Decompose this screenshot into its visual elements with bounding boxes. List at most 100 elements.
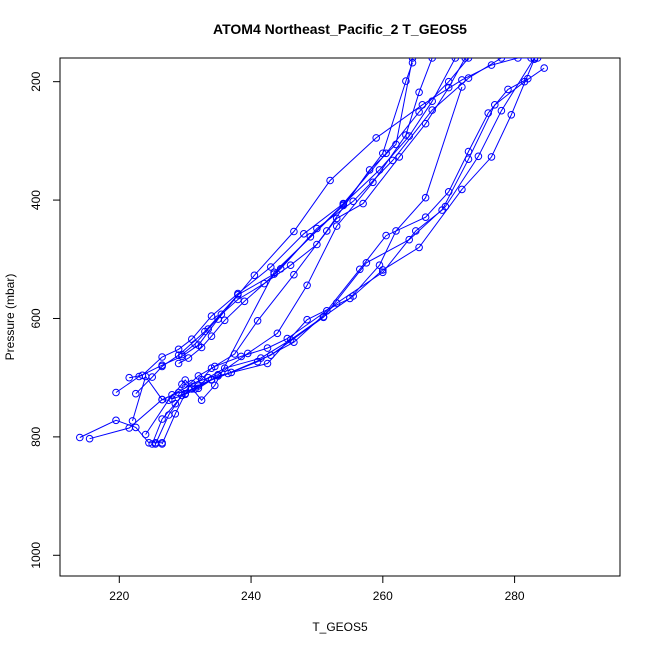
data-point: [112, 416, 120, 425]
y-tick-label: 400: [29, 190, 43, 210]
data-point: [491, 101, 499, 109]
data-point: [188, 379, 196, 388]
y-axis: 200 400 600 800 1000: [29, 71, 61, 569]
data-point: [349, 197, 358, 206]
series-4: [128, 58, 417, 425]
data-point: [464, 74, 473, 82]
series-line: [129, 58, 469, 379]
data-point: [497, 106, 506, 115]
y-tick-label: 200: [29, 71, 43, 91]
data-point: [207, 376, 216, 384]
x-tick-label: 280: [505, 589, 525, 603]
data-point: [530, 58, 539, 63]
data-point: [128, 417, 137, 425]
data-point: [194, 372, 203, 380]
data-point: [392, 227, 400, 235]
data-point: [174, 345, 183, 354]
data-point: [181, 376, 189, 384]
data-point: [444, 83, 453, 92]
data-point: [362, 259, 371, 267]
data-point: [197, 396, 206, 405]
data-point: [349, 292, 358, 300]
data-point: [421, 193, 430, 202]
data-point: [263, 344, 272, 352]
data-point: [290, 338, 298, 347]
x-tick-label: 260: [373, 589, 393, 603]
data-point: [412, 227, 420, 235]
data-point: [438, 206, 446, 214]
data-point: [323, 307, 331, 315]
data-point: [356, 265, 364, 274]
data-point: [458, 83, 466, 91]
data-point: [451, 58, 460, 62]
data-point: [217, 310, 226, 319]
data-point: [158, 415, 166, 423]
data-point: [224, 369, 232, 378]
data-point: [504, 85, 512, 94]
data-point: [507, 111, 516, 119]
data-point: [76, 433, 84, 442]
data-point: [138, 371, 147, 380]
data-point: [207, 332, 216, 341]
data-point: [461, 58, 469, 62]
data-point: [112, 388, 120, 397]
data-point: [174, 359, 183, 368]
data-point: [171, 410, 180, 418]
series-line: [178, 58, 532, 364]
data-point: [237, 352, 245, 361]
data-point: [428, 58, 436, 62]
data-point: [303, 281, 311, 290]
series-9: [151, 58, 539, 448]
chart-title: ATOM4 Northeast_Pacific_2 T_GEOS5: [213, 21, 467, 37]
series-line: [161, 59, 535, 445]
series-line: [115, 58, 538, 393]
series-line: [184, 78, 529, 389]
series-line: [171, 67, 545, 400]
series-7: [148, 58, 436, 448]
data-point: [220, 316, 229, 325]
data-point: [178, 350, 186, 359]
series-6: [141, 58, 417, 439]
y-tick-label: 800: [29, 427, 43, 447]
data-point: [313, 240, 321, 249]
series-3: [125, 58, 473, 382]
x-tick-label: 240: [241, 589, 261, 603]
data-point: [487, 153, 496, 161]
series-line: [145, 58, 413, 435]
data-point: [382, 231, 390, 240]
data-point: [527, 58, 535, 62]
data-point: [253, 317, 262, 325]
plot-frame: [59, 57, 621, 577]
data-point: [168, 391, 176, 399]
data-point: [369, 178, 377, 187]
data-point: [158, 440, 166, 448]
data-point: [484, 109, 493, 117]
data-point: [372, 134, 381, 142]
data-point: [250, 271, 259, 280]
data-point: [158, 353, 166, 361]
series-layer: [76, 58, 549, 448]
data-point: [194, 384, 203, 393]
data-point: [313, 224, 321, 233]
data-point: [332, 214, 341, 223]
data-point: [234, 295, 242, 304]
data-point: [379, 266, 387, 274]
data-point: [540, 64, 549, 72]
data-point: [524, 74, 532, 83]
data-point: [197, 343, 206, 352]
data-point: [402, 131, 410, 139]
data-point: [168, 395, 176, 403]
data-point: [408, 58, 417, 62]
data-point: [421, 213, 430, 221]
data-point: [415, 88, 423, 97]
data-point: [125, 373, 133, 382]
data-point: [497, 58, 506, 62]
y-axis-label: Pressure (mbar): [3, 274, 17, 361]
data-point: [464, 147, 473, 156]
data-point: [395, 153, 404, 161]
data-point: [85, 434, 94, 443]
data-point: [234, 291, 242, 299]
data-point: [125, 424, 133, 432]
data-point: [260, 279, 269, 288]
data-point: [181, 383, 189, 392]
